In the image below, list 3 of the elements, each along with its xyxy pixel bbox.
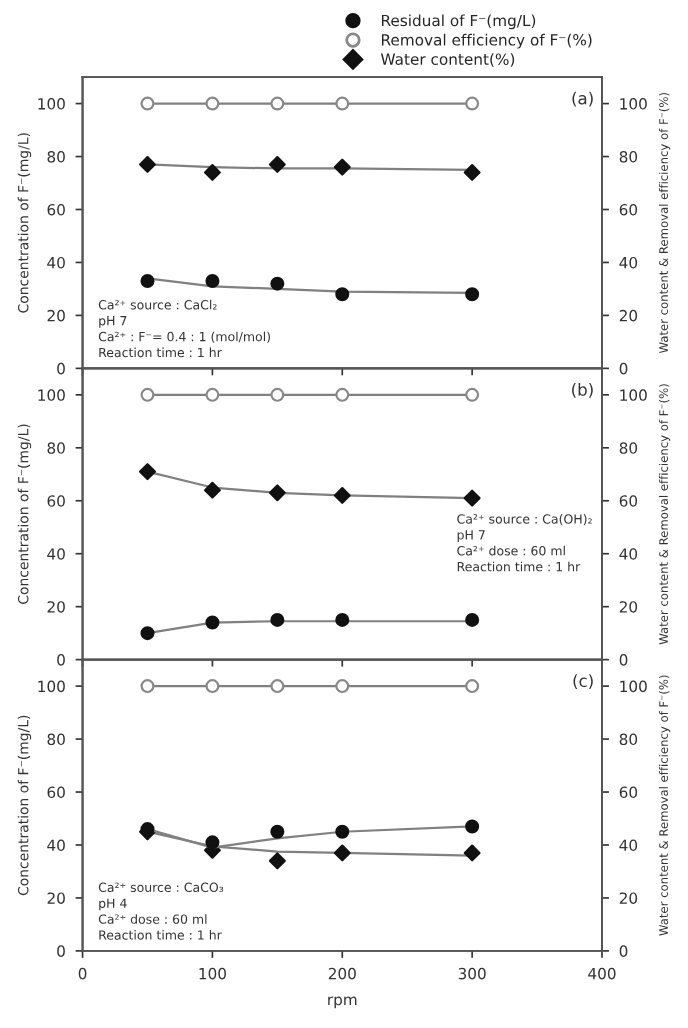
annotation: (a) (572, 91, 593, 107)
annotation: (c) (573, 674, 593, 690)
annotation: (b) (572, 382, 593, 398)
